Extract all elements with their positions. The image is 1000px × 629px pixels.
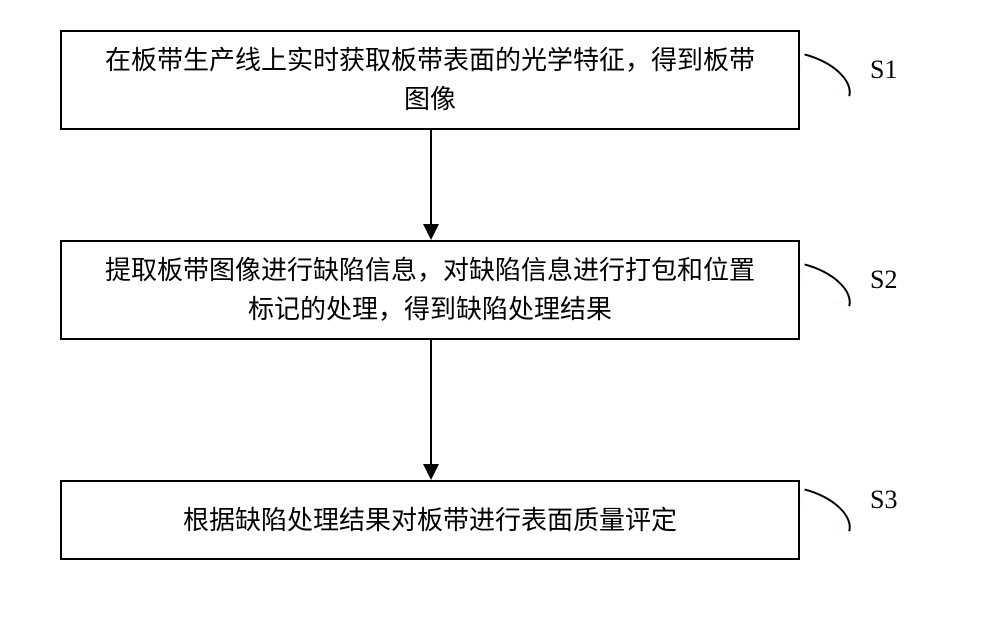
s1-line1: 在板带生产线上实时获取板带表面的光学特征，得到板带 xyxy=(105,46,755,75)
s1-label: S1 xyxy=(870,55,897,85)
s1-connector xyxy=(797,53,858,96)
s3-line1: 根据缺陷处理结果对板带进行表面质量评定 xyxy=(183,506,677,535)
s3-connector xyxy=(797,488,858,531)
arrow-s2-s3-line xyxy=(430,340,432,464)
s1-line2: 图像 xyxy=(404,85,456,114)
flow-step-s1-text: 在板带生产线上实时获取板带表面的光学特征，得到板带 图像 xyxy=(105,41,755,119)
s2-line2: 标记的处理，得到缺陷处理结果 xyxy=(248,295,612,324)
arrow-s1-s2-head xyxy=(423,224,439,240)
s2-line1: 提取板带图像进行缺陷信息，对缺陷信息进行打包和位置 xyxy=(105,256,755,285)
s2-connector xyxy=(797,263,858,306)
flow-step-s2-text: 提取板带图像进行缺陷信息，对缺陷信息进行打包和位置 标记的处理，得到缺陷处理结果 xyxy=(105,251,755,329)
flow-step-s3: 根据缺陷处理结果对板带进行表面质量评定 xyxy=(60,480,800,560)
flow-step-s2: 提取板带图像进行缺陷信息，对缺陷信息进行打包和位置 标记的处理，得到缺陷处理结果 xyxy=(60,240,800,340)
s2-label: S2 xyxy=(870,265,897,295)
arrow-s1-s2-line xyxy=(430,130,432,224)
flow-step-s1: 在板带生产线上实时获取板带表面的光学特征，得到板带 图像 xyxy=(60,30,800,130)
s3-label: S3 xyxy=(870,485,897,515)
flow-step-s3-text: 根据缺陷处理结果对板带进行表面质量评定 xyxy=(183,501,677,540)
arrow-s2-s3-head xyxy=(423,464,439,480)
